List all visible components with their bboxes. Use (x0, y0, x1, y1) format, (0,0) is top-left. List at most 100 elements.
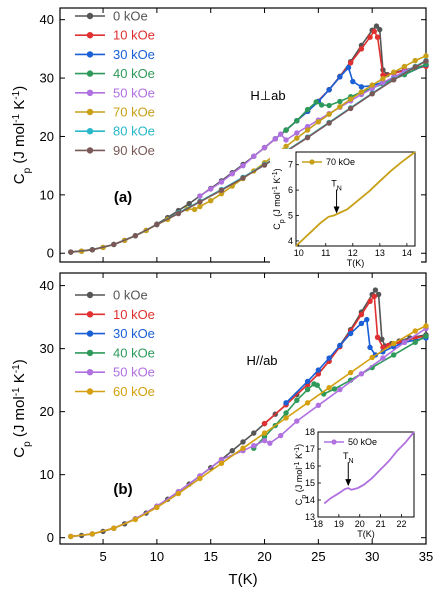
data-point (261, 162, 268, 168)
inset-y-tick-label: 17 (305, 444, 315, 454)
data-point (412, 328, 418, 334)
data-point (315, 119, 322, 125)
data-point (89, 247, 95, 253)
data-point (294, 135, 300, 141)
data-point (379, 336, 385, 342)
data-point (412, 339, 418, 346)
data-point (345, 64, 352, 71)
data-point (423, 323, 429, 329)
data-point (251, 442, 257, 449)
data-point (350, 78, 356, 85)
y-tick-label: 20 (40, 404, 54, 419)
legend-entry-90-koe: 90 kOe (113, 143, 155, 158)
data-point (423, 333, 429, 339)
inset-x-tick-label: 11 (321, 248, 330, 258)
data-point (240, 445, 246, 451)
data-point (372, 287, 379, 293)
legend-marker (86, 388, 94, 395)
data-point (369, 354, 375, 361)
y-axis-title: Cp (J mol-1 K-1) (11, 359, 33, 457)
legend-entry-80-koe: 80 kOe (113, 124, 155, 139)
inset-x-tick-label: 21 (376, 519, 386, 529)
data-point (251, 153, 257, 160)
inset-y-tick-label: 14 (305, 495, 315, 505)
data-point (375, 291, 382, 298)
x-tick-label: 25 (311, 549, 325, 564)
legend-marker (86, 108, 94, 116)
data-point (337, 98, 343, 105)
inset-y-tick-label: 5 (288, 211, 293, 221)
inset-legend-marker (309, 159, 315, 165)
y-tick-label: 0 (47, 530, 54, 545)
panel-a: 0 10 20 30 40 Cp (J mol-1 K-1) 0 kOe 10 kOe 30 k… (11, 7, 429, 268)
series-line-90-koe (70, 60, 427, 253)
inset-b: 18 19 20 21 22 13 14 15 16 17 18 T(K) Cp (J mol-1 K-… (292, 427, 420, 539)
data-point (261, 430, 268, 436)
data-point (401, 339, 408, 346)
y-tick-label: 10 (40, 467, 54, 482)
data-point (326, 385, 332, 391)
data-point (154, 221, 160, 228)
data-point (111, 525, 117, 531)
data-point (358, 84, 365, 90)
legend-entry-10-koe: 10 kOe (113, 307, 155, 322)
y-tick-label: 10 (40, 187, 54, 202)
data-point (261, 144, 268, 151)
inset-x-tick-label: 14 (402, 248, 412, 258)
data-point (380, 344, 386, 351)
legend-marker (86, 311, 94, 318)
legend-entry-0-koe: 0 kOe (113, 9, 148, 24)
inset-y-tick-label: 15 (305, 478, 315, 488)
inset-y-tick-label: 4 (288, 236, 293, 246)
data-point (326, 102, 332, 109)
legend-entry-50-koe: 50 kOe (113, 85, 155, 100)
legend-entry-10-koe: 10 kOe (113, 28, 155, 43)
data-point (315, 367, 322, 373)
data-point (358, 371, 365, 377)
plot-frame (59, 7, 427, 263)
inset-y-tick-label: 16 (305, 461, 315, 471)
data-point (111, 241, 117, 248)
data-point (294, 397, 300, 404)
data-point (283, 143, 289, 150)
data-point (347, 369, 354, 376)
inset-y-tick-label: 7 (288, 160, 293, 170)
data-point (367, 298, 373, 305)
data-point (391, 352, 397, 358)
legend-marker (86, 70, 94, 77)
data-point (304, 106, 311, 113)
data-point (229, 171, 235, 177)
data-point (369, 91, 375, 97)
data-point (391, 77, 397, 83)
data-point (337, 74, 343, 80)
data-point (240, 162, 246, 169)
data-point (371, 28, 378, 35)
data-point (369, 82, 375, 88)
legend-entry-0-koe: 0 kOe (113, 288, 148, 303)
inset-legend-marker (331, 439, 337, 445)
legend-marker (86, 12, 94, 20)
field-orientation-label: H⊥ab (250, 88, 285, 103)
data-point (251, 430, 257, 436)
data-point (315, 402, 322, 409)
series-60-koe (68, 323, 429, 540)
data-point (347, 330, 354, 337)
data-point (294, 130, 300, 136)
legend-entry-30-koe: 30 kOe (113, 326, 155, 341)
data-point (89, 531, 95, 537)
data-point (304, 127, 311, 133)
tn-label: TN (331, 179, 342, 193)
data-point (208, 186, 214, 192)
data-point (218, 179, 225, 185)
data-point (229, 448, 235, 454)
data-point (391, 69, 397, 75)
data-point (331, 386, 338, 392)
data-point (277, 131, 284, 137)
data-point (401, 63, 408, 70)
data-point (304, 400, 311, 406)
legend-entry-30-koe: 30 kOe (113, 47, 155, 62)
data-point (326, 87, 332, 93)
legend-entry-60-koe: 60 kOe (113, 384, 155, 399)
x-tick-label: 10 (150, 549, 164, 564)
